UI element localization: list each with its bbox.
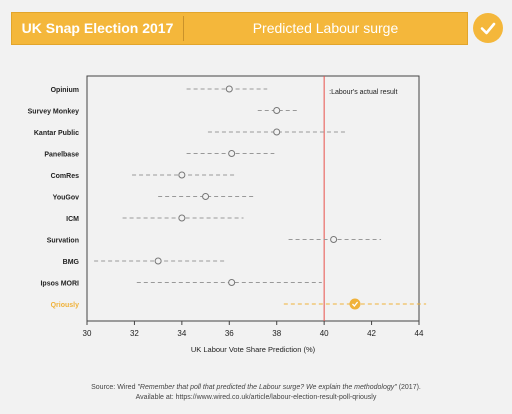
pollster-label: Kantar Public — [34, 130, 79, 137]
source-url: Available at: https://www.wired.co.uk/ar… — [135, 394, 377, 401]
source-prefix: Source: Wired — [91, 384, 138, 391]
checkmark-icon — [480, 22, 496, 35]
x-tick-label: 38 — [272, 329, 281, 338]
banner-divider — [183, 16, 184, 41]
pollster-label: ComRes — [51, 173, 80, 180]
estimate-point — [349, 298, 361, 310]
estimate-point — [330, 236, 338, 243]
source-article-title: "Remember that poll that predicted the L… — [137, 384, 397, 391]
pollster-label: Qriously — [51, 302, 80, 309]
plot-frame — [86, 75, 420, 322]
x-tick-label: 36 — [225, 329, 234, 338]
pollster-label: BMG — [63, 259, 80, 266]
estimate-check-icon — [352, 301, 359, 307]
source-suffix: (2017). — [396, 384, 421, 391]
banner-left-title: UK Snap Election 2017 — [21, 20, 174, 36]
banner-right-title: Predicted Labour surge — [252, 20, 399, 36]
x-tick-label: 32 — [130, 329, 139, 338]
estimate-point — [154, 257, 162, 265]
source-note: Source: Wired "Remember that poll that p… — [0, 383, 512, 403]
pollster-label: Survation — [47, 238, 79, 245]
estimate-point — [178, 214, 186, 222]
estimate-point — [225, 85, 233, 93]
source-citation: Source: Wired "Remember that poll that p… — [0, 383, 512, 393]
x-tick-label: 42 — [367, 329, 376, 338]
pollster-label: Survey Monkey — [28, 109, 79, 116]
poll-chart: 30 32 34 36 38 40 42 44 UK Labour Vote Share Pre… — [28, 75, 427, 354]
estimate-point — [178, 171, 186, 179]
pollster-label: Ipsos MORI — [40, 281, 79, 288]
pollster-label: Panelbase — [44, 152, 79, 159]
estimate-point — [273, 107, 281, 114]
checkmark-badge — [473, 13, 503, 43]
pollster-label: ICM — [66, 216, 79, 223]
x-tick-label: 30 — [83, 329, 92, 338]
pollster-label: YouGov — [53, 195, 79, 202]
estimate-point — [228, 150, 236, 157]
x-tick-label: 44 — [415, 329, 424, 338]
x-axis-label: UK Labour Vote Share Prediction (%) — [191, 345, 316, 354]
pollster-label: Opinium — [51, 87, 79, 94]
x-tick-label: 34 — [177, 329, 186, 338]
title-banner: UK Snap Election 2017 Predicted Labour s… — [11, 12, 468, 45]
estimate-point — [202, 193, 210, 200]
estimate-point — [273, 128, 281, 136]
actual-result-label: :Labour's actual result — [329, 89, 397, 96]
estimate-point — [228, 279, 236, 286]
x-tick-label: 40 — [320, 329, 329, 338]
